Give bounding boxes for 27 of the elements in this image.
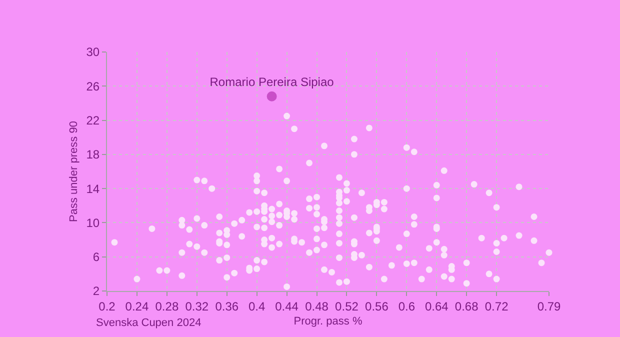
x-tick-label: 0.36	[215, 299, 239, 314]
series-label: Romario Pereira Sipiao	[210, 75, 334, 90]
x-tick-label: 0.6	[398, 299, 416, 314]
x-tick-label: 0.28	[155, 299, 179, 314]
x-tick-label: 0.72	[484, 299, 509, 314]
y-tick-label: 6	[92, 250, 100, 264]
x-tick-label: 0.48	[305, 299, 329, 314]
x-tick-label: 0.24	[125, 299, 149, 314]
x-tick-label: 0.32	[185, 299, 209, 314]
x-tick-label: 0.68	[454, 299, 479, 314]
x-tick-label: 0.52	[335, 299, 359, 314]
x-tick-label: 0.56	[365, 299, 389, 314]
x-tick-label: 0.2	[98, 299, 116, 314]
y-tick-label: 30	[86, 45, 100, 60]
y-tick-label: 18	[86, 148, 100, 162]
y-tick-label: 10	[86, 216, 100, 230]
x-axis-title: Progr. pass %	[294, 316, 362, 328]
y-axis-title: Pass under press 90	[68, 121, 80, 222]
y-tick-label: 22	[86, 113, 100, 128]
y-tick-label: 14	[86, 182, 100, 196]
x-tick-label: 0.4	[248, 299, 266, 314]
y-tick-label: 26	[86, 79, 100, 94]
x-tick-label: 0.79	[537, 299, 561, 314]
text: Svenska Cupen 2024	[96, 317, 202, 329]
x-tick-label: 0.64	[424, 299, 449, 314]
y-tick-label: 2	[92, 284, 100, 298]
x-tick-label: 0.44	[275, 299, 299, 314]
